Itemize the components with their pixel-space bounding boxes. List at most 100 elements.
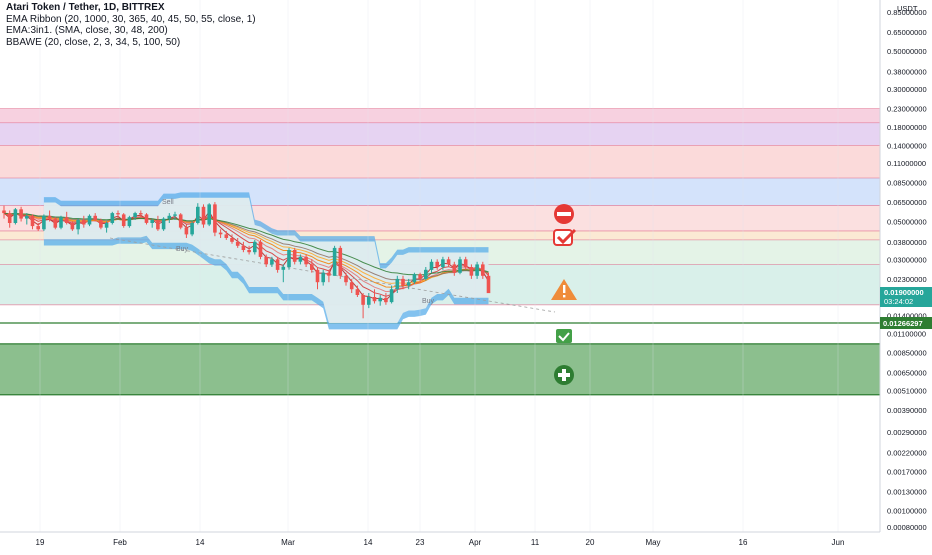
candle-body: [384, 297, 388, 303]
currency-label: USDT: [897, 4, 918, 13]
price-tick-label: 0.11000000: [887, 159, 926, 168]
candle-body: [161, 218, 166, 230]
candle-body: [47, 215, 52, 219]
candle-body: [13, 209, 18, 223]
candle-body: [42, 215, 46, 230]
last-price-badge[interactable]: [880, 287, 932, 307]
candle-body: [418, 274, 422, 279]
candle-body: [378, 297, 382, 302]
price-tick-label: 0.01400000: [887, 312, 927, 321]
candle-body: [315, 269, 320, 283]
candle-body: [30, 215, 35, 227]
candle-body: [25, 215, 29, 219]
signal-icons-layer: [551, 204, 577, 385]
price-tick-label: 0.00650000: [887, 368, 927, 377]
candle-body: [82, 220, 86, 225]
signal-label: Buy: [422, 298, 435, 305]
candle-body: [435, 261, 439, 268]
candle-body: [452, 264, 457, 273]
check-glyph-red: [556, 228, 577, 245]
indicator-bbawe[interactable]: BBAWE (20, close, 2, 3, 34, 5, 100, 50): [6, 36, 181, 48]
candle-body: [361, 295, 365, 305]
time-tick-label: 14: [364, 538, 373, 547]
level-price-badge[interactable]: [880, 317, 932, 329]
candle-body: [144, 214, 149, 223]
candle-body: [281, 267, 286, 270]
time-tick-label: May: [645, 538, 660, 547]
price-tick-label: 0.14000000: [887, 141, 927, 150]
candle-body: [76, 220, 80, 230]
candle-body: [258, 241, 263, 257]
candle-body: [53, 218, 58, 228]
candle-body: [7, 213, 12, 223]
price-tick-label: 0.01100000: [887, 329, 926, 338]
candle-body: [190, 223, 194, 235]
ema-line: [3, 212, 489, 276]
candle-body: [156, 220, 160, 230]
time-tick-label: 16: [739, 538, 748, 547]
candle-body: [264, 256, 268, 265]
candle-body: [475, 264, 479, 276]
zone-band: [0, 145, 880, 179]
candle-body: [389, 289, 394, 303]
candle-body: [93, 215, 97, 220]
candle-body: [235, 241, 240, 246]
candle-body: [292, 250, 297, 262]
candle-body: [110, 213, 115, 223]
candle-body: [116, 213, 120, 215]
candle-body: [446, 259, 451, 265]
minus-glyph: [557, 212, 571, 216]
ema-line: [3, 212, 489, 281]
candle-body: [481, 264, 485, 276]
candle-body: [19, 209, 23, 219]
price-tick-label: 0.00510000: [887, 386, 927, 395]
price-tick-label: 0.30000000: [887, 85, 927, 94]
candle-body: [275, 259, 280, 270]
time-tick-label: Jun: [832, 538, 845, 547]
candle-body: [196, 206, 200, 223]
last-price-value: 0.01900000: [884, 288, 924, 297]
candle-body: [127, 217, 132, 227]
indicator-ema-3in1[interactable]: EMA:3in1. (SMA, close, 30, 48, 200): [6, 25, 168, 36]
candles-layer: Buy Buy Sell: [2, 199, 491, 319]
candle-body: [99, 220, 103, 228]
candle-body: [104, 223, 109, 228]
candle-body: [2, 210, 6, 214]
time-tick-label: 11: [531, 538, 540, 547]
zone-band: [0, 343, 880, 395]
price-tick-label: 0.02300000: [887, 275, 927, 284]
candle-body: [349, 282, 354, 290]
chart-legend: Atari Token / Tether, 1D, BITTREX EMA Ri…: [6, 2, 256, 48]
candle-body: [463, 259, 468, 268]
checkbox-red-icon[interactable]: [553, 229, 573, 246]
zone-band: [0, 122, 880, 146]
price-axis-background: [880, 0, 932, 550]
zone-band: [0, 230, 880, 240]
candle-body: [486, 275, 491, 294]
candle-body: [441, 259, 445, 268]
symbol-title[interactable]: Atari Token / Tether, 1D, BITTREX: [6, 2, 165, 13]
candle-body: [150, 220, 154, 223]
plus-glyph-h: [558, 373, 570, 377]
candle-body: [344, 275, 348, 283]
price-tick-label: 0.03000000: [887, 255, 927, 264]
level-price-value: 0.01266297: [883, 319, 923, 328]
candle-body: [304, 256, 308, 265]
checkbox-green-icon[interactable]: [556, 329, 572, 343]
price-tick-label: 0.00130000: [887, 487, 927, 496]
candle-body: [87, 215, 92, 225]
candle-body: [355, 289, 360, 295]
candle-body: [133, 213, 137, 218]
candle-body: [230, 238, 234, 242]
candle-body: [458, 259, 462, 273]
candle-body: [173, 214, 177, 216]
candle-body: [395, 278, 400, 290]
zone-band: [0, 108, 880, 123]
price-tick-label: 0.03800000: [887, 238, 927, 247]
grid-layer: [39, 0, 839, 532]
candle-body: [401, 278, 405, 286]
indicator-ema-ribbon[interactable]: EMA Ribbon (20, 1000, 30, 365, 40, 45, 5…: [6, 13, 256, 25]
